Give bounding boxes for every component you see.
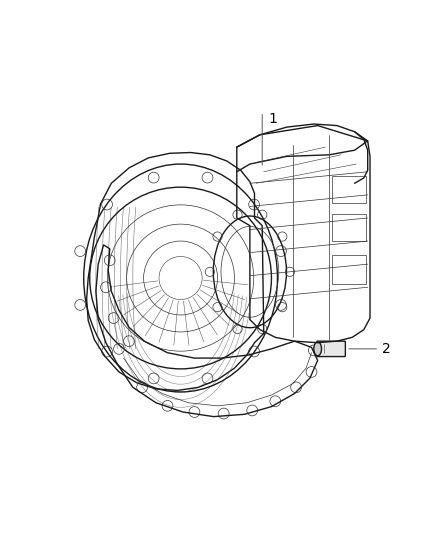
FancyBboxPatch shape: [317, 341, 346, 357]
Ellipse shape: [314, 342, 321, 356]
Text: 1: 1: [268, 112, 277, 126]
Bar: [332, 175, 366, 203]
Text: 2: 2: [381, 342, 390, 356]
Bar: [332, 214, 366, 241]
Bar: [332, 255, 366, 284]
